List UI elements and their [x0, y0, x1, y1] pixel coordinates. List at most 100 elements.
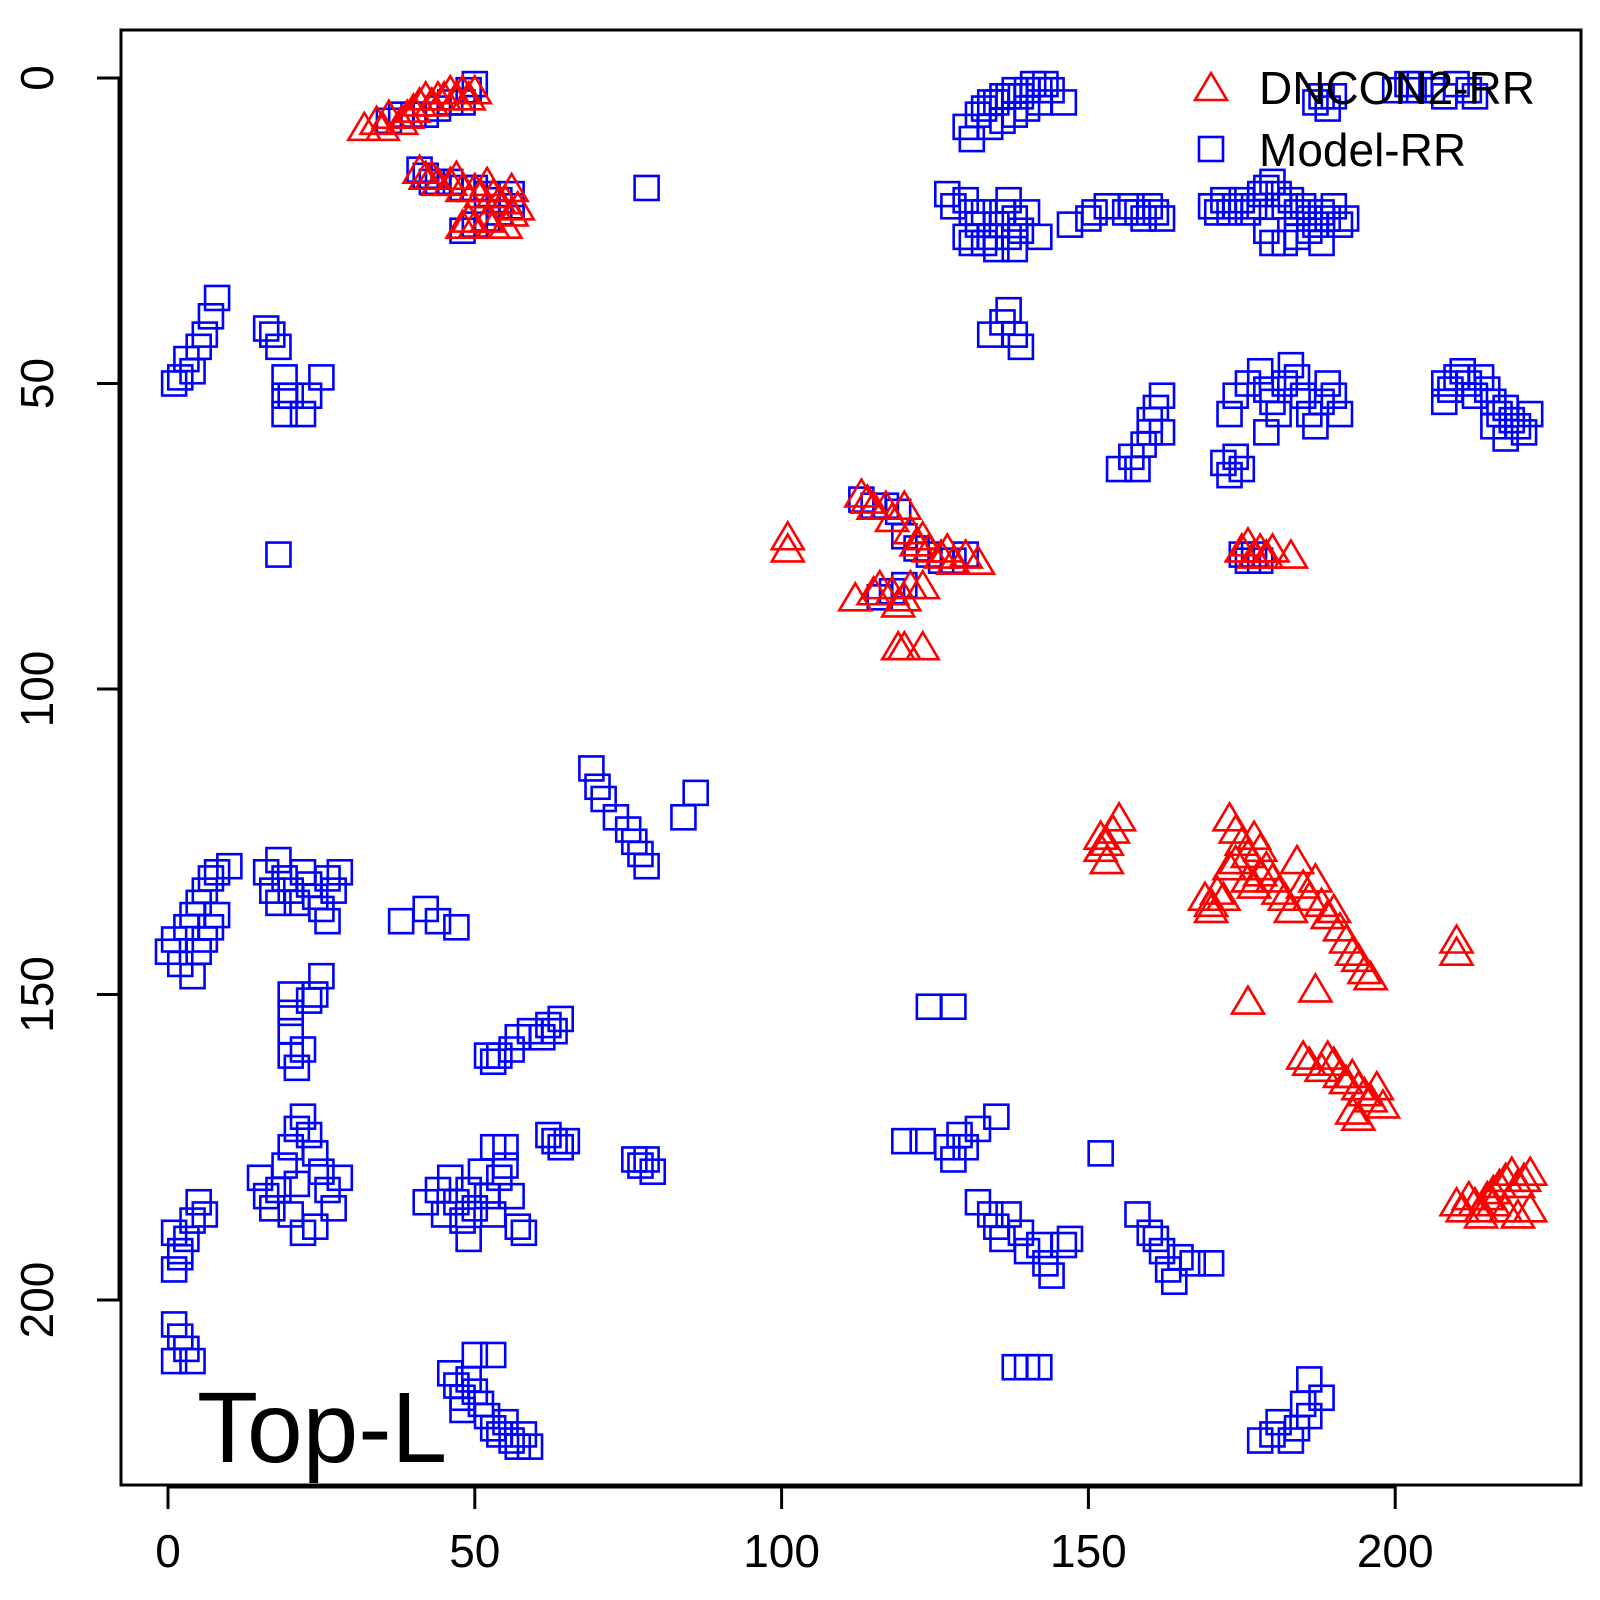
triangle-point — [1438, 935, 1475, 967]
triangle-point — [1438, 1185, 1475, 1217]
triangle-point — [450, 201, 487, 233]
square-point — [1050, 1231, 1078, 1259]
points-layer — [154, 70, 1549, 1460]
square-point — [479, 1201, 507, 1228]
square-point — [983, 1103, 1010, 1130]
triangle-point — [1450, 1179, 1488, 1211]
triangle-point — [769, 519, 807, 551]
square-point — [1148, 205, 1176, 232]
square-point — [1516, 400, 1544, 428]
square-point — [179, 1347, 206, 1375]
square-point — [1320, 382, 1348, 410]
square-point — [203, 901, 231, 929]
square-point — [271, 364, 298, 391]
square-point — [326, 1164, 354, 1192]
square-point — [191, 321, 219, 348]
square-point — [516, 1433, 544, 1460]
square-point — [271, 382, 298, 410]
x-tick-label: 0 — [155, 1525, 181, 1577]
legend: DNCON2-RR Model-RR — [1192, 62, 1535, 176]
triangle-point — [904, 629, 942, 661]
triangle-point — [1352, 959, 1389, 991]
square-point — [387, 907, 415, 935]
series-dncon2-rr — [346, 73, 1549, 1229]
triangle-point — [1340, 1100, 1377, 1131]
square-point — [203, 284, 231, 312]
square-point — [289, 1036, 317, 1063]
square-point — [314, 907, 341, 935]
square-point — [1056, 1225, 1084, 1253]
square-point — [265, 541, 292, 568]
triangle-point — [1088, 843, 1126, 875]
square-point — [1253, 419, 1280, 446]
square-point — [1148, 1237, 1176, 1265]
triangle-point — [1241, 855, 1279, 887]
square-point — [289, 400, 317, 428]
square-point — [1332, 205, 1360, 232]
triangle-point — [843, 476, 880, 508]
x-tick-label: 50 — [449, 1525, 500, 1577]
panel-label: Top-L — [197, 1372, 447, 1484]
square-point — [1197, 1250, 1225, 1277]
square-point — [308, 364, 335, 391]
triangle-point — [1082, 819, 1119, 850]
triangle-point — [1364, 1087, 1402, 1119]
x-tick-label: 200 — [1357, 1525, 1434, 1577]
triangle-point — [1198, 874, 1236, 905]
square-point — [952, 223, 979, 251]
triangle-point — [1511, 1155, 1549, 1186]
triangle-point — [499, 189, 537, 221]
triangle-point — [456, 73, 494, 105]
triangle-point — [1260, 874, 1297, 905]
triangle-point — [886, 629, 923, 661]
square-point — [1038, 1262, 1065, 1289]
triangle-point — [444, 208, 481, 239]
triangle-point — [1333, 935, 1371, 967]
square-point — [498, 1182, 525, 1210]
y-tick-label: 100 — [11, 651, 63, 728]
triangle-point — [1346, 953, 1383, 985]
square-point — [1510, 419, 1538, 446]
square-point — [449, 1396, 476, 1424]
square-point — [301, 1213, 329, 1240]
square-point — [1283, 364, 1311, 391]
triangle-point — [1346, 1075, 1383, 1107]
square-point — [271, 400, 298, 428]
y-tick-label: 0 — [11, 65, 63, 91]
triangle-point — [474, 208, 512, 239]
legend-triangle-icon — [1192, 70, 1230, 102]
square-point — [1087, 1140, 1114, 1167]
square-point — [1455, 76, 1483, 104]
square-point — [504, 1213, 532, 1240]
triangle-point — [1254, 531, 1291, 563]
triangle-point — [1438, 922, 1475, 954]
y-axis: 0 50 100 150 200 — [11, 65, 121, 1338]
square-point — [301, 1140, 329, 1167]
square-point — [424, 907, 452, 935]
square-point — [1326, 400, 1354, 428]
triangle-point — [935, 544, 972, 575]
triangle-point — [1192, 892, 1230, 924]
square-point — [461, 1341, 489, 1369]
y-tick-label: 150 — [11, 956, 63, 1033]
square-point — [1032, 70, 1059, 98]
triangle-point — [1211, 849, 1248, 881]
triangle-point — [450, 79, 487, 111]
triangle-point — [1340, 1069, 1377, 1101]
square-point — [1308, 229, 1335, 257]
square-point — [216, 852, 243, 880]
x-tick-label: 150 — [1050, 1525, 1127, 1577]
triangle-point — [1309, 1039, 1346, 1070]
square-point — [1216, 400, 1243, 428]
triangle-point — [1272, 538, 1310, 569]
y-tick-label: 50 — [11, 358, 63, 409]
square-point — [308, 962, 335, 990]
triangle-point — [456, 171, 494, 203]
square-point — [553, 1127, 581, 1155]
square-point — [1056, 211, 1084, 238]
legend-label: Model-RR — [1259, 124, 1466, 176]
square-point — [173, 1225, 200, 1253]
square-point — [479, 1341, 507, 1369]
square-point — [1026, 89, 1053, 116]
triangle-point — [959, 544, 997, 575]
